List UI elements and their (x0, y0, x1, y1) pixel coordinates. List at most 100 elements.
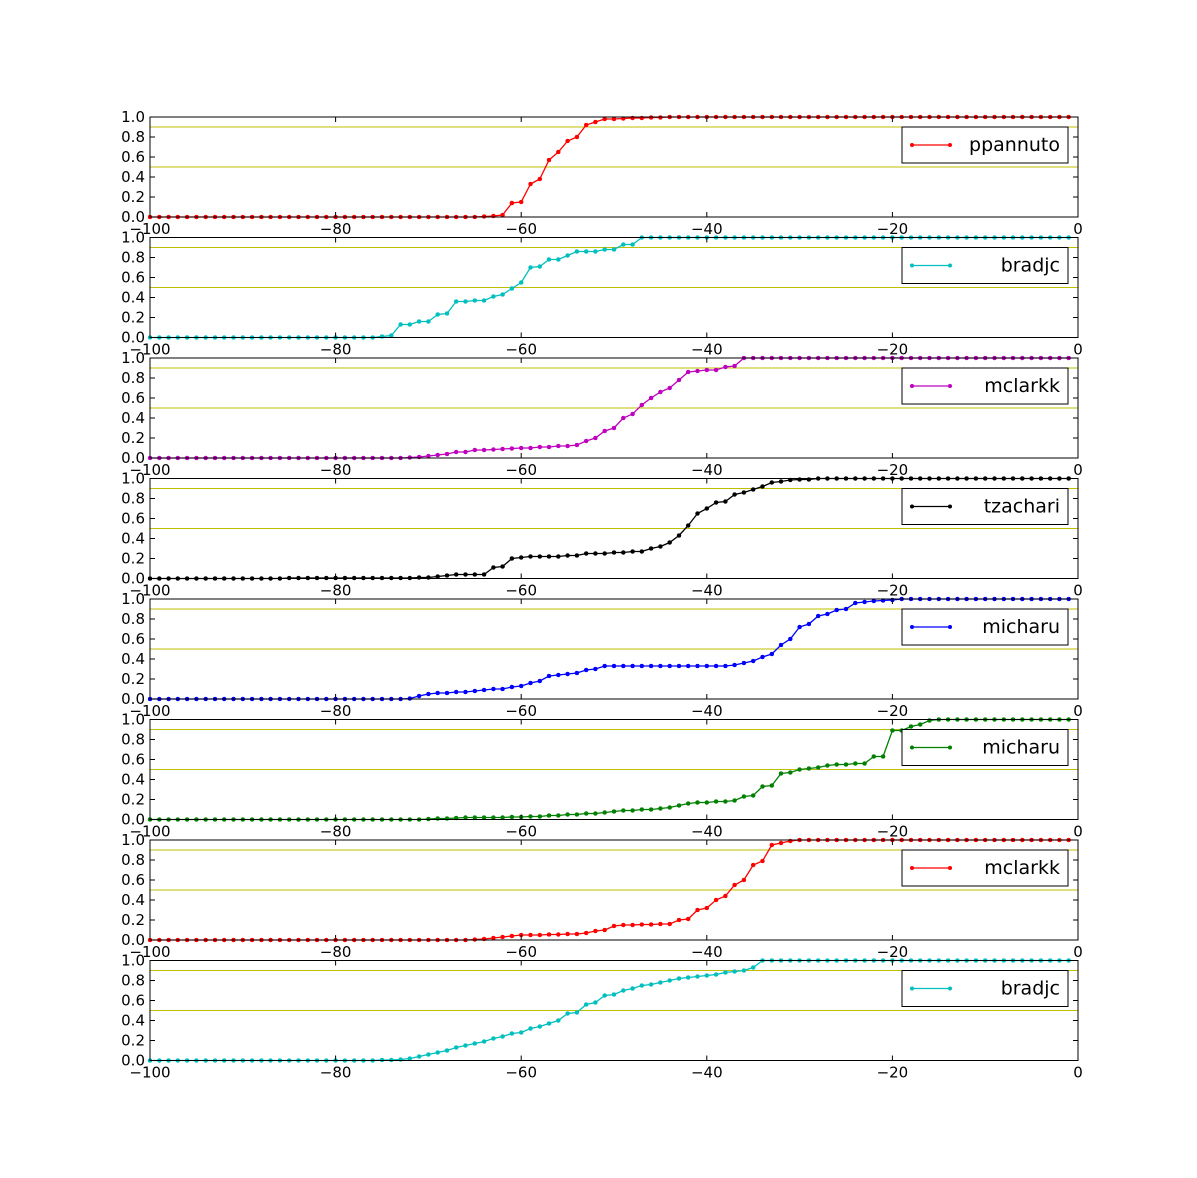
data-point (583, 438, 589, 444)
legend-marker (948, 986, 952, 991)
data-point (556, 1018, 561, 1023)
data-point (500, 934, 505, 940)
data-point (648, 395, 654, 401)
data-point (389, 333, 394, 338)
data-point (426, 319, 431, 324)
data-point (621, 550, 626, 555)
data-point (797, 624, 802, 630)
data-point (500, 815, 505, 820)
data-point (713, 500, 719, 505)
x-tick-label: −100 (129, 702, 170, 720)
legend: tzachari (901, 488, 1069, 525)
data-point (500, 564, 505, 569)
y-tick-label: 0.8 (121, 369, 145, 387)
legend-label: tzachari (984, 496, 1060, 518)
y-tick-label: 0.4 (121, 530, 145, 548)
x-tick-label: 0 (1073, 220, 1083, 238)
data-point (778, 771, 784, 776)
data-point (723, 799, 728, 804)
data-point (463, 689, 468, 695)
y-tick-label: 0.0 (121, 811, 145, 829)
data-point (518, 199, 524, 205)
y-tick-label: 0.6 (121, 510, 145, 528)
data-point (518, 683, 524, 689)
chart-panel-4: 0.0 0.2 0.4 0.6 0.8 1.0 −100 −80 −60 −40 −20 0 tzach… (121, 470, 1083, 600)
y-tick-label: 1.0 (121, 831, 145, 849)
data-point (491, 815, 496, 820)
legend-label: mclarkk (984, 375, 1060, 397)
data-point (518, 280, 524, 285)
data-point (481, 447, 487, 453)
data-point (741, 794, 747, 799)
data-point (723, 970, 728, 975)
data-point (695, 800, 700, 805)
y-tick-label: 0.4 (121, 409, 145, 427)
data-point (695, 663, 700, 669)
data-point (556, 257, 561, 262)
data-point (630, 663, 635, 669)
y-tick-label: 0.6 (121, 148, 145, 166)
data-point (732, 798, 737, 803)
data-point (528, 445, 533, 451)
y-tick-label: 0.4 (121, 771, 145, 789)
y-tick-label: 0.6 (121, 871, 145, 889)
data-point (611, 116, 617, 122)
data-point (556, 443, 561, 449)
y-tick-label: 1.0 (121, 952, 145, 970)
x-tick-label: −20 (877, 461, 909, 479)
data-point (481, 572, 487, 577)
x-tick-label: −40 (691, 220, 723, 238)
data-point (481, 1039, 487, 1044)
data-point (528, 932, 533, 938)
data-point (565, 931, 570, 937)
x-tick-label: 0 (1073, 702, 1083, 720)
data-point (602, 927, 607, 933)
data-point (741, 490, 747, 495)
data-point (407, 1056, 413, 1061)
data-point (491, 294, 496, 299)
y-tick-label: 0.2 (121, 188, 145, 206)
y-tick-label: 0.8 (121, 490, 145, 508)
y-tick-label: 0.6 (121, 389, 145, 407)
data-point (593, 1000, 598, 1005)
data-point (472, 298, 478, 303)
data-point (704, 367, 710, 373)
x-tick-label: −100 (129, 461, 170, 479)
data-point (574, 670, 580, 676)
data-point (565, 443, 570, 449)
data-point (435, 690, 440, 696)
axes-frame (149, 960, 1079, 1061)
data-point (658, 544, 663, 549)
legend-marker (910, 866, 914, 870)
data-point (602, 116, 607, 122)
legend-marker (910, 625, 914, 629)
data-point (602, 993, 607, 998)
data-point (621, 242, 626, 247)
x-tick-label: −20 (877, 1064, 909, 1082)
data-point (658, 980, 663, 985)
data-point (621, 663, 626, 669)
data-point (750, 658, 756, 664)
x-tick-label: −80 (320, 1064, 352, 1082)
data-point (611, 247, 617, 252)
data-point (444, 690, 450, 696)
y-tick-label: 0.0 (121, 1052, 145, 1070)
y-tick-label: 0.8 (121, 851, 145, 869)
data-point (676, 533, 682, 538)
data-point (481, 298, 487, 303)
data-point (639, 549, 645, 554)
data-point (797, 767, 802, 772)
x-tick-label: −80 (320, 943, 352, 961)
data-point (500, 1034, 505, 1039)
legend: ppannuto (901, 126, 1069, 164)
data-point (407, 322, 413, 327)
data-point (760, 654, 765, 660)
data-point (509, 933, 515, 939)
data-point (472, 572, 478, 577)
data-point (500, 292, 505, 297)
data-point (778, 642, 784, 648)
data-point (769, 783, 775, 788)
data-point (444, 1048, 450, 1053)
data-point (648, 546, 654, 551)
data-point (760, 858, 765, 864)
